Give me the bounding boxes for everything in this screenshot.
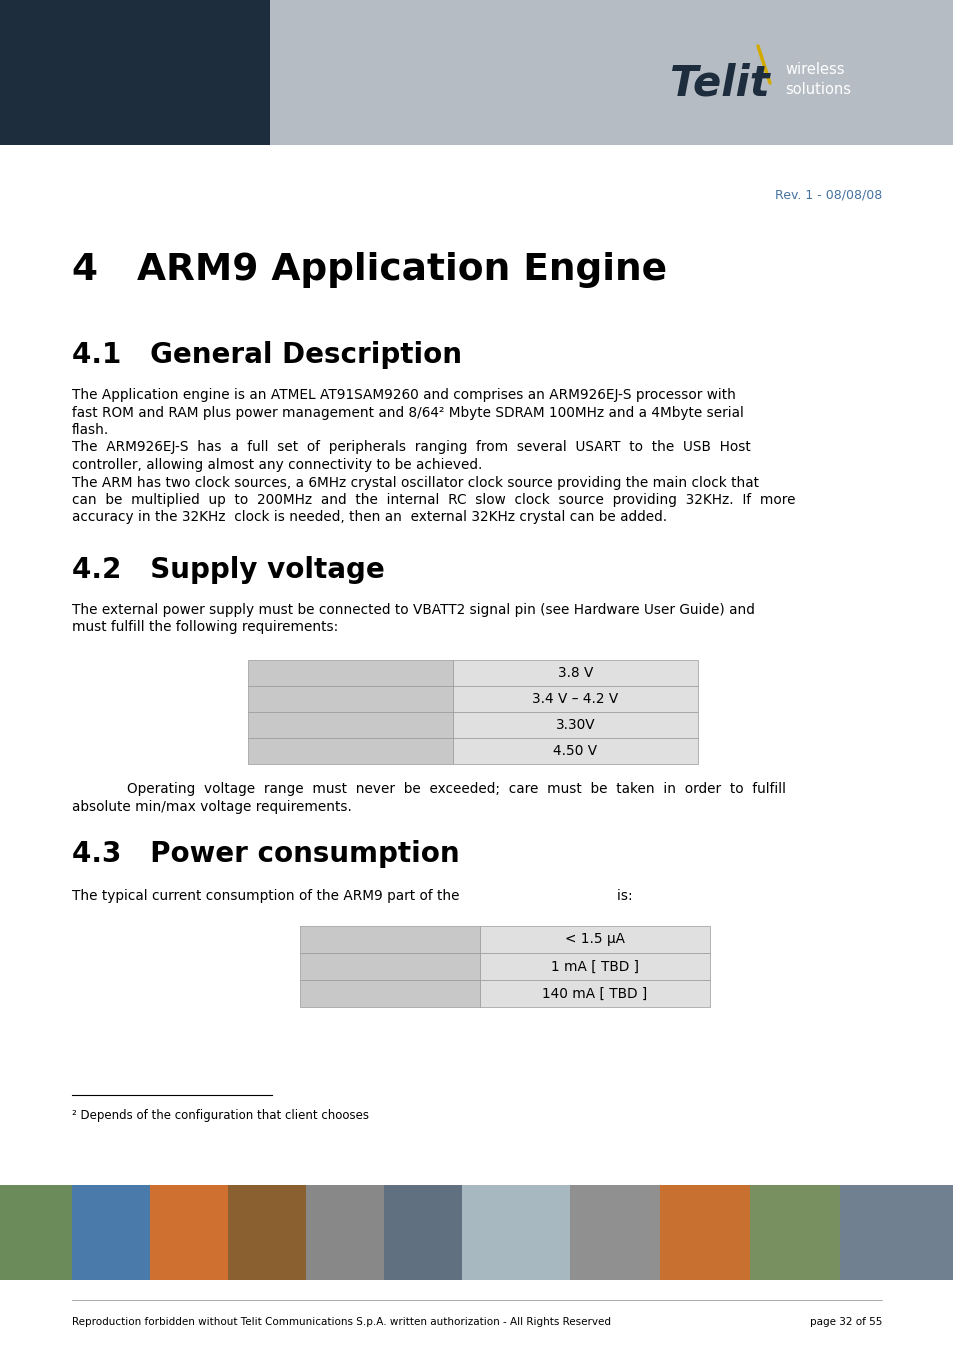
Text: can  be  multiplied  up  to  200MHz  and  the  internal  RC  slow  clock  source: can be multiplied up to 200MHz and the i… (71, 493, 795, 508)
Text: 4.2   Supply voltage: 4.2 Supply voltage (71, 556, 384, 585)
Bar (228, 1185, 306, 1280)
Text: 4.50 V: 4.50 V (553, 744, 597, 757)
Bar (248, 686, 453, 711)
Bar (248, 738, 453, 764)
Bar (453, 711, 698, 738)
Text: must fulfill the following requirements:: must fulfill the following requirements: (71, 621, 338, 634)
Text: Telit: Telit (669, 62, 769, 104)
Text: Operating  voltage  range  must  never  be  exceeded;  care  must  be  taken  in: Operating voltage range must never be ex… (127, 782, 785, 796)
Bar (270, 0, 953, 144)
Text: The external power supply must be connected to VBATT2 signal pin (see Hardware U: The external power supply must be connec… (71, 603, 754, 617)
Text: < 1.5 μA: < 1.5 μA (564, 933, 624, 946)
Text: The Application engine is an ATMEL AT91SAM9260 and comprises an ARM926EJ-S proce: The Application engine is an ATMEL AT91S… (71, 387, 735, 402)
Bar (0, 1185, 71, 1280)
Bar (150, 1185, 228, 1280)
Bar (479, 953, 709, 980)
Bar (479, 980, 709, 1007)
Bar (569, 1185, 659, 1280)
Text: 3.4 V – 4.2 V: 3.4 V – 4.2 V (532, 693, 618, 706)
Text: 3.8 V: 3.8 V (558, 666, 593, 680)
Bar (479, 926, 709, 953)
Bar (248, 660, 453, 686)
Bar (384, 1185, 461, 1280)
Bar (453, 660, 698, 686)
Text: 1 mA [ TBD ]: 1 mA [ TBD ] (551, 960, 639, 973)
Text: Reproduction forbidden without Telit Communications S.p.A. written authorization: Reproduction forbidden without Telit Com… (71, 1318, 610, 1327)
Bar (306, 1185, 384, 1280)
Bar (749, 1185, 840, 1280)
Bar (299, 980, 479, 1007)
Text: controller, allowing almost any connectivity to be achieved.: controller, allowing almost any connecti… (71, 458, 482, 472)
Text: 4   ARM9 Application Engine: 4 ARM9 Application Engine (71, 252, 666, 288)
Bar (453, 686, 698, 711)
Text: 4.1   General Description: 4.1 General Description (71, 342, 461, 369)
Text: wireless: wireless (784, 62, 843, 77)
Text: The ARM has two clock sources, a 6MHz crystal oscillator clock source providing : The ARM has two clock sources, a 6MHz cr… (71, 475, 759, 490)
Bar (248, 711, 453, 738)
Text: fast ROM and RAM plus power management and 8/64² Mbyte SDRAM 100MHz and a 4Mbyte: fast ROM and RAM plus power management a… (71, 405, 743, 420)
Text: page 32 of 55: page 32 of 55 (809, 1318, 882, 1327)
Bar (659, 1185, 749, 1280)
Bar (71, 1185, 150, 1280)
Text: 4.3   Power consumption: 4.3 Power consumption (71, 840, 459, 868)
Bar (299, 953, 479, 980)
Bar (461, 1185, 569, 1280)
Text: flash.: flash. (71, 423, 110, 437)
Text: 3.30V: 3.30V (555, 718, 595, 732)
Text: accuracy in the 32KHz  clock is needed, then an  external 32KHz crystal can be a: accuracy in the 32KHz clock is needed, t… (71, 510, 666, 525)
Text: The typical current consumption of the ARM9 part of the                         : The typical current consumption of the A… (71, 890, 632, 903)
Text: The  ARM926EJ-S  has  a  full  set  of  peripherals  ranging  from  several  USA: The ARM926EJ-S has a full set of periphe… (71, 440, 750, 455)
Text: ² Depends of the configuration that client chooses: ² Depends of the configuration that clie… (71, 1108, 369, 1122)
Text: absolute min/max voltage requirements.: absolute min/max voltage requirements. (71, 799, 352, 814)
Bar (0, 0, 270, 144)
Text: Rev. 1 - 08/08/08: Rev. 1 - 08/08/08 (774, 189, 882, 201)
Bar (299, 926, 479, 953)
Text: 140 mA [ TBD ]: 140 mA [ TBD ] (542, 987, 647, 1000)
Text: solutions: solutions (784, 82, 850, 97)
Bar (840, 1185, 953, 1280)
Bar (453, 738, 698, 764)
